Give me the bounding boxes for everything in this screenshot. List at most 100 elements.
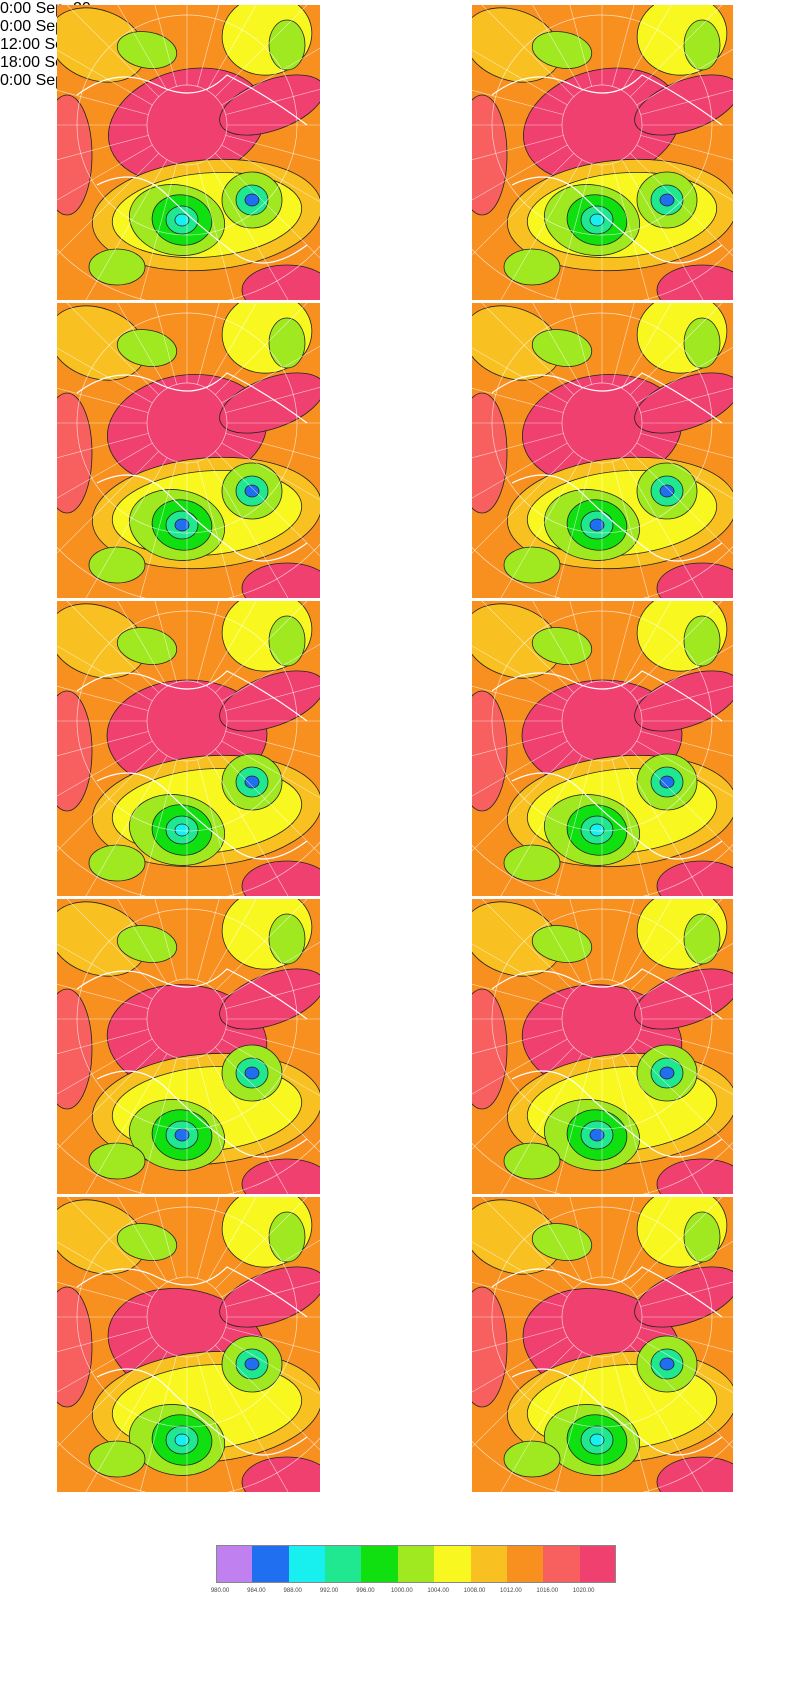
contour-region bbox=[241, 264, 320, 300]
contour-region bbox=[268, 1211, 306, 1263]
meridian bbox=[630, 1345, 733, 1449]
coastline bbox=[76, 74, 308, 264]
meridian bbox=[481, 899, 574, 991]
contour-region bbox=[241, 562, 320, 598]
meridian bbox=[636, 442, 733, 499]
meridian bbox=[640, 135, 733, 161]
meridian bbox=[197, 601, 220, 683]
contour-region bbox=[503, 844, 561, 882]
meridian bbox=[206, 159, 289, 300]
meridian bbox=[621, 303, 672, 389]
contour-region bbox=[589, 823, 605, 837]
colorbar-label: 1004.00 bbox=[427, 1588, 450, 1594]
meridian bbox=[640, 433, 733, 459]
meridian bbox=[117, 601, 168, 687]
contour-region bbox=[683, 317, 721, 369]
coastline bbox=[491, 372, 723, 562]
meridian bbox=[472, 685, 564, 711]
colorbar-swatch bbox=[252, 1545, 289, 1583]
meridian bbox=[630, 749, 733, 853]
meridian bbox=[630, 601, 723, 693]
meridian bbox=[85, 1351, 168, 1492]
meridian bbox=[612, 5, 635, 87]
meridian bbox=[225, 1281, 320, 1307]
meridian bbox=[206, 457, 289, 598]
colorbar-label: 1020.00 bbox=[572, 1588, 595, 1594]
contour-region bbox=[116, 31, 178, 69]
meridian bbox=[621, 1351, 704, 1492]
map-panel bbox=[57, 601, 320, 896]
meridian bbox=[472, 740, 568, 797]
colorbar-swatch bbox=[434, 1545, 471, 1583]
contour-region bbox=[241, 860, 320, 896]
meridian bbox=[57, 153, 159, 256]
colorbar-label: 984.00 bbox=[247, 1588, 266, 1594]
meridian bbox=[640, 387, 733, 413]
meridian bbox=[154, 1197, 177, 1279]
parallel bbox=[146, 1276, 228, 1358]
contour-region bbox=[244, 193, 260, 207]
contour-region bbox=[174, 518, 190, 532]
meridian bbox=[57, 749, 159, 852]
meridian bbox=[472, 749, 574, 852]
colorbar-label: 1000.00 bbox=[390, 1588, 413, 1594]
meridian bbox=[636, 645, 733, 702]
meridian bbox=[66, 899, 159, 991]
meridian bbox=[197, 1197, 220, 1279]
meridian bbox=[215, 1197, 308, 1289]
meridian bbox=[636, 1336, 733, 1393]
meridian bbox=[472, 983, 564, 1009]
meridian bbox=[225, 387, 320, 413]
contour-region bbox=[116, 1223, 178, 1261]
meridian bbox=[57, 433, 149, 459]
meridian bbox=[221, 643, 320, 702]
contour-region bbox=[656, 562, 733, 598]
meridian bbox=[197, 163, 235, 300]
meridian bbox=[57, 740, 153, 797]
contour-region bbox=[656, 1456, 733, 1492]
meridian bbox=[215, 1345, 320, 1451]
contour-region bbox=[634, 670, 733, 732]
map-panel bbox=[472, 601, 733, 896]
meridian bbox=[612, 759, 650, 896]
contour-region bbox=[503, 546, 561, 584]
contour-region bbox=[174, 213, 190, 227]
colorbar-label: 1008.00 bbox=[463, 1588, 486, 1594]
colorbar-swatch bbox=[216, 1545, 253, 1583]
colorbar-label: 988.00 bbox=[283, 1588, 302, 1594]
meridian bbox=[57, 1345, 159, 1448]
meridian bbox=[500, 755, 583, 896]
meridian bbox=[225, 89, 320, 115]
meridian bbox=[139, 1057, 177, 1194]
parallel bbox=[76, 312, 298, 534]
contour-region bbox=[656, 1158, 733, 1194]
parallel bbox=[491, 610, 713, 832]
parallel bbox=[491, 14, 713, 236]
contour-region bbox=[659, 1066, 675, 1080]
meridian bbox=[636, 144, 733, 201]
meridian bbox=[500, 1351, 583, 1492]
colorbar-label: 980.00 bbox=[210, 1588, 230, 1594]
meridian bbox=[630, 1047, 733, 1151]
meridian bbox=[554, 759, 592, 896]
meridian bbox=[472, 387, 564, 413]
contour-region bbox=[634, 74, 733, 136]
contour-region bbox=[589, 213, 605, 227]
contour-region bbox=[659, 484, 675, 498]
meridian bbox=[472, 1281, 564, 1307]
meridian bbox=[532, 1197, 583, 1283]
meridian bbox=[225, 1029, 320, 1055]
meridian bbox=[139, 461, 177, 598]
map-panel bbox=[57, 5, 320, 300]
meridian bbox=[57, 1336, 153, 1393]
meridian bbox=[630, 303, 723, 395]
meridian bbox=[640, 685, 733, 711]
meridian bbox=[640, 983, 733, 1009]
colorbar-swatch bbox=[288, 1545, 326, 1583]
meridian bbox=[57, 1047, 159, 1150]
coastline bbox=[491, 1266, 723, 1456]
meridian bbox=[221, 941, 320, 1000]
contour-region bbox=[656, 264, 733, 300]
meridian bbox=[221, 144, 320, 203]
contour-region bbox=[88, 1440, 146, 1478]
